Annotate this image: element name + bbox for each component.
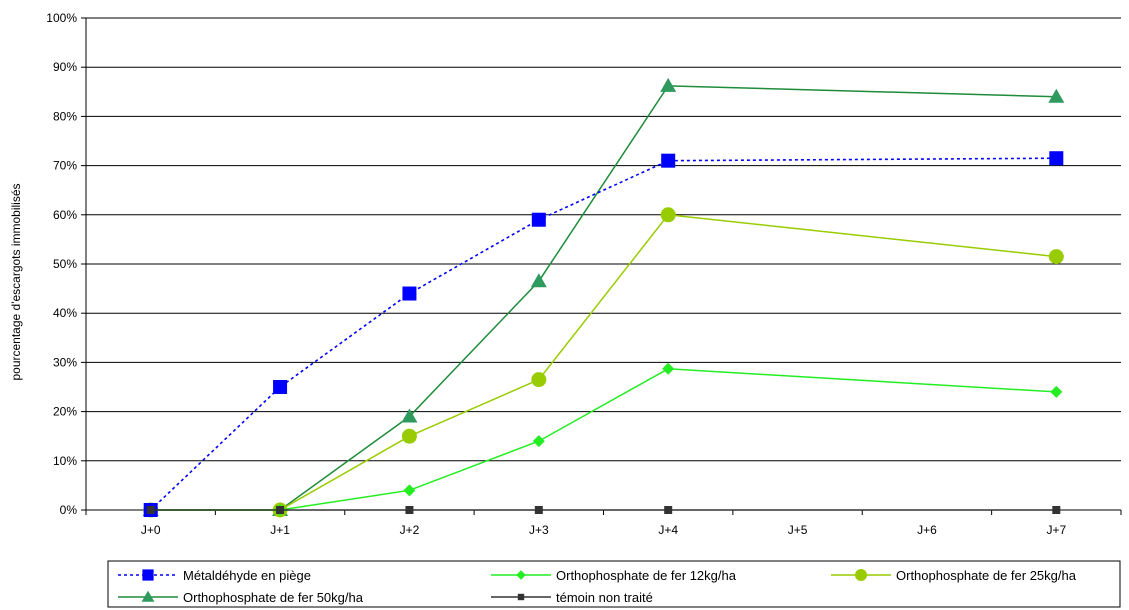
y-tick-label: 10%	[53, 454, 77, 468]
x-tick-label: J+7	[1046, 523, 1066, 537]
x-tick-label: J+0	[141, 523, 161, 537]
legend: Métaldéhyde en piège Orthophosphate de fe…	[107, 560, 1121, 608]
data-point	[273, 380, 288, 394]
legend-item: Orthophosphate de fer 12kg/ha	[491, 568, 737, 583]
legend-label: Métaldéhyde en piège	[183, 568, 311, 583]
data-point	[530, 273, 547, 288]
data-point	[660, 77, 677, 92]
series-line	[150, 157, 1057, 511]
legend-item: témoin non traité	[491, 590, 653, 605]
data-point	[532, 435, 545, 448]
data-point	[1048, 88, 1065, 103]
gridlines	[86, 17, 1121, 462]
y-axis-label: pourcentage d'escargots immobilisés	[9, 183, 23, 380]
legend-marker	[517, 593, 525, 601]
series-lines	[142, 77, 1065, 518]
data-point	[1048, 249, 1064, 265]
x-tick-label: J+2	[400, 523, 420, 537]
legend-marker	[516, 570, 526, 580]
legend-label: Orthophosphate de fer 25kg/ha	[896, 568, 1077, 583]
data-point	[405, 506, 414, 514]
legend-marker	[141, 590, 155, 602]
y-tick-label: 40%	[53, 306, 77, 320]
data-point	[401, 428, 417, 444]
legend-label: témoin non traité	[556, 590, 653, 605]
series-4	[146, 506, 1061, 514]
y-tick-label: 20%	[53, 405, 77, 419]
data-point	[1050, 385, 1063, 398]
legend-marker	[855, 569, 867, 581]
data-point	[402, 286, 417, 301]
x-tick-label: J+5	[788, 523, 808, 537]
data-point	[401, 408, 418, 423]
legend-item: Métaldéhyde en piège	[118, 568, 311, 583]
data-point	[662, 362, 675, 375]
data-point	[1052, 506, 1061, 514]
y-tick-label: 90%	[53, 60, 77, 74]
data-point	[403, 484, 416, 497]
x-tick-label: J+1	[270, 523, 290, 537]
legend-item: Orthophosphate de fer 25kg/ha	[831, 568, 1077, 583]
x-tick-labels: J+0 J+1 J+2 J+3 J+4 J+5 J+6 J+7	[85, 510, 1122, 537]
y-tick-label: 70%	[53, 159, 77, 173]
y-tick-label: 30%	[53, 355, 77, 369]
legend-item: Orthophosphate de fer 50kg/ha	[118, 590, 364, 605]
legend-box	[107, 560, 1121, 608]
x-tick-label: J+6	[917, 523, 937, 537]
data-point	[661, 153, 676, 168]
data-point	[660, 207, 676, 223]
legend-label: Orthophosphate de fer 12kg/ha	[556, 568, 737, 583]
x-tick-label: J+4	[658, 523, 678, 537]
data-point	[534, 506, 543, 514]
y-tick-label: 80%	[53, 109, 77, 123]
legend-marker	[142, 569, 154, 581]
x-tick-label: J+3	[529, 523, 549, 537]
data-point	[1049, 151, 1064, 166]
data-point	[531, 212, 546, 227]
y-tick-label: 50%	[53, 257, 77, 271]
data-point	[146, 506, 155, 514]
data-point	[531, 372, 547, 388]
y-tick-label: 0%	[60, 503, 78, 517]
series-0	[143, 151, 1064, 517]
y-tick-label: 60%	[53, 208, 77, 222]
legend-label: Orthophosphate de fer 50kg/ha	[183, 590, 364, 605]
y-tick-label: 100%	[46, 11, 77, 25]
data-point	[276, 506, 285, 514]
data-point	[664, 506, 673, 514]
y-tick-labels: 0% 10% 20% 30% 40% 50% 60% 70% 80% 90% 100%	[46, 11, 86, 517]
